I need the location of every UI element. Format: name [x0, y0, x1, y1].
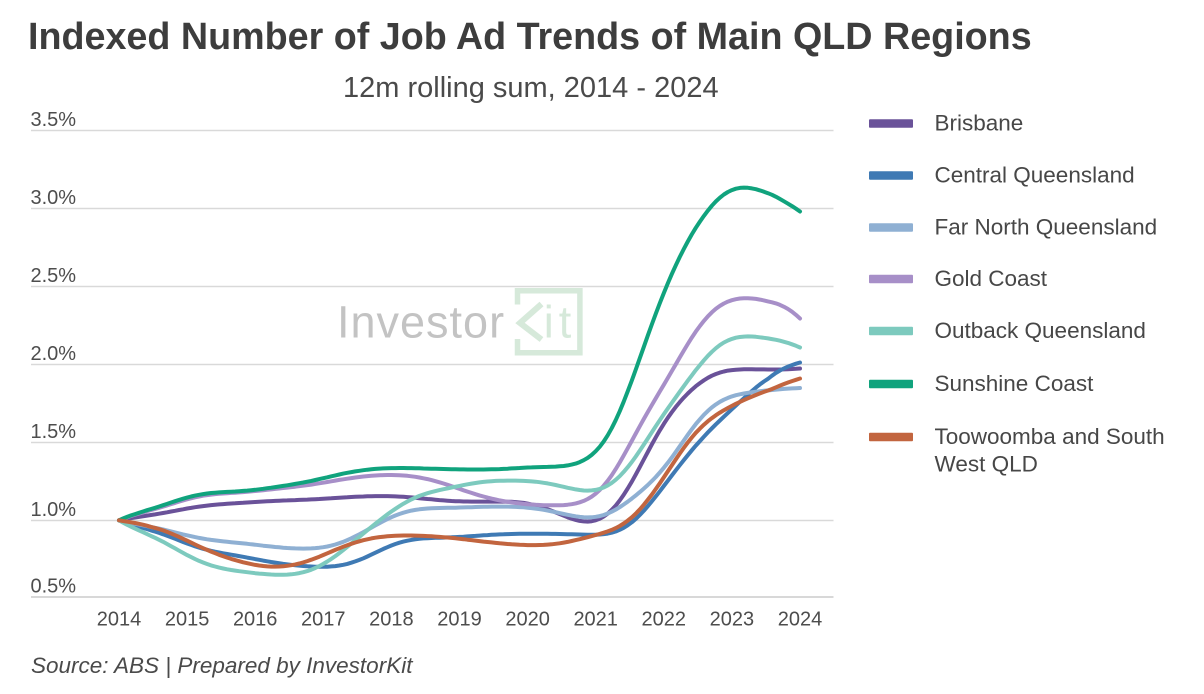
svg-text:2015: 2015: [165, 609, 210, 631]
svg-text:2021: 2021: [573, 609, 618, 631]
svg-text:it: it: [544, 297, 577, 348]
svg-text:3.5%: 3.5%: [31, 109, 77, 131]
svg-text:2024: 2024: [778, 609, 823, 631]
svg-text:1.5%: 1.5%: [31, 421, 77, 443]
svg-text:Gold Coast: Gold Coast: [935, 266, 1048, 291]
svg-text:3.0%: 3.0%: [31, 187, 77, 209]
svg-text:Central Queensland: Central Queensland: [935, 163, 1135, 188]
svg-text:2022: 2022: [642, 609, 687, 631]
svg-text:2.5%: 2.5%: [31, 265, 77, 287]
svg-text:2014: 2014: [97, 609, 142, 631]
svg-text:Investor: Investor: [337, 297, 505, 348]
svg-text:2.0%: 2.0%: [31, 343, 77, 365]
svg-text:Brisbane: Brisbane: [935, 111, 1024, 136]
svg-text:2023: 2023: [710, 609, 755, 631]
svg-text:Far North Queensland: Far North Queensland: [935, 215, 1158, 240]
svg-text:Toowoomba and South: Toowoomba and South: [935, 424, 1165, 449]
svg-text:1.0%: 1.0%: [31, 499, 77, 521]
svg-text:2020: 2020: [505, 609, 550, 631]
svg-text:2016: 2016: [233, 609, 278, 631]
svg-text:Sunshine Coast: Sunshine Coast: [935, 371, 1095, 396]
svg-text:0.5%: 0.5%: [31, 576, 77, 598]
svg-text:2019: 2019: [437, 609, 482, 631]
svg-text:Outback Queensland: Outback Queensland: [935, 318, 1146, 343]
svg-text:2017: 2017: [301, 609, 346, 631]
svg-text:2018: 2018: [369, 609, 414, 631]
svg-text:West QLD: West QLD: [935, 452, 1038, 477]
